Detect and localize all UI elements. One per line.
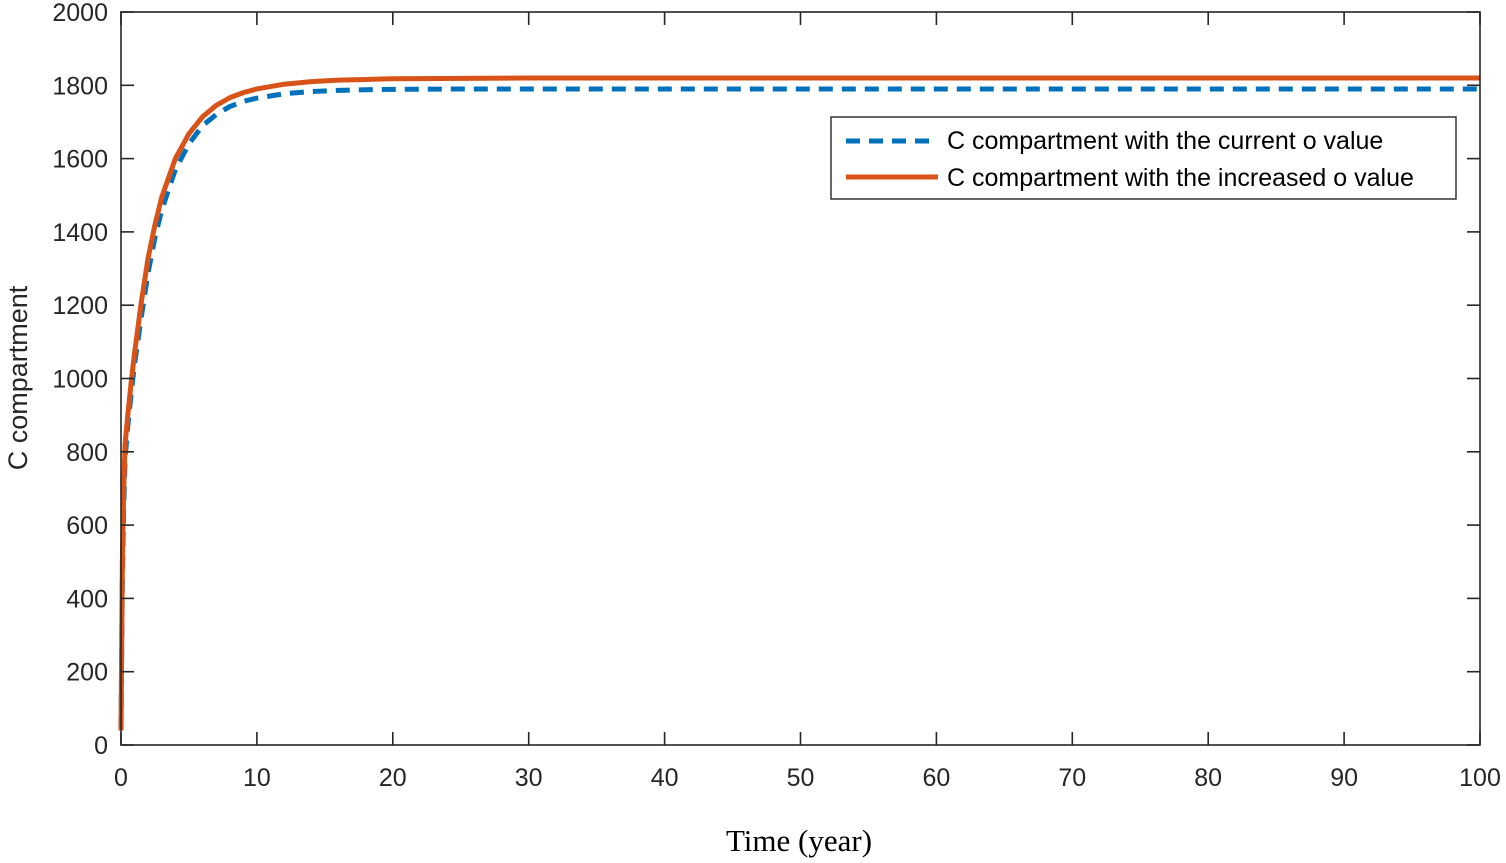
legend-entry-current: C compartment with the current o value bbox=[947, 127, 1383, 155]
y-tick-label: 2000 bbox=[52, 0, 108, 27]
x-tick-label: 80 bbox=[1194, 764, 1222, 792]
x-tick-label: 0 bbox=[114, 764, 128, 792]
y-tick-label: 1000 bbox=[52, 366, 108, 394]
x-tick-label: 60 bbox=[922, 764, 950, 792]
y-tick-label: 1400 bbox=[52, 219, 108, 247]
tick-label-layer: 0 10 20 30 40 50 60 70 80 90 100020040060080010001… bbox=[52, 0, 1500, 792]
y-tick-label: 1600 bbox=[52, 146, 108, 174]
y-tick-label: 800 bbox=[66, 439, 108, 467]
legend: C compartment with the current o value C… bbox=[830, 116, 1457, 200]
y-tick-label: 400 bbox=[66, 585, 108, 613]
legend-entry-increased: C compartment with the increased o value bbox=[947, 164, 1414, 192]
x-tick-label: 20 bbox=[379, 764, 407, 792]
x-tick-label: 40 bbox=[651, 764, 679, 792]
series-line-increased bbox=[118, 75, 1480, 731]
y-tick-label: 600 bbox=[66, 512, 108, 540]
series-layer bbox=[118, 75, 1480, 731]
series-line-current bbox=[118, 86, 1480, 731]
x-tick-label: 70 bbox=[1058, 764, 1086, 792]
y-tick-label: 1200 bbox=[52, 292, 108, 320]
y-tick-label: 200 bbox=[66, 659, 108, 687]
x-axis-label: Time (year) bbox=[726, 823, 872, 858]
x-tick-label: 50 bbox=[787, 764, 815, 792]
x-tick-label: 100 bbox=[1459, 764, 1501, 792]
x-tick-label: 10 bbox=[243, 764, 271, 792]
legend-box bbox=[830, 116, 1457, 200]
y-tick-label: 0 bbox=[94, 732, 108, 760]
x-tick-label: 90 bbox=[1330, 764, 1358, 792]
y-axis-label: C compartment bbox=[3, 285, 33, 470]
y-tick-label: 1800 bbox=[52, 72, 108, 100]
plot-frame bbox=[120, 11, 1481, 746]
x-tick-label: 30 bbox=[515, 764, 543, 792]
